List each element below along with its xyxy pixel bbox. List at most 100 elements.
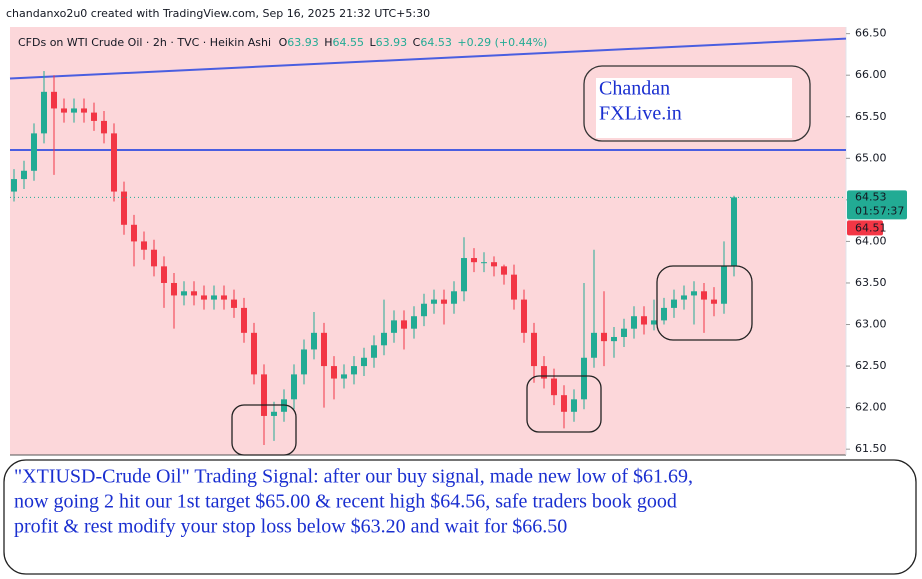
body <box>591 332 597 358</box>
body <box>491 262 497 267</box>
signal-box <box>3 459 917 575</box>
header: chandanxo2u0 created with TradingView.co… <box>6 7 430 20</box>
body <box>621 328 627 337</box>
last-price-box <box>847 190 907 220</box>
body <box>161 266 167 283</box>
body <box>411 316 417 329</box>
watermark-line: FXLive.in <box>599 103 682 125</box>
body <box>231 299 237 308</box>
body <box>451 291 457 304</box>
price-axis: 61.5062.0062.5063.0063.5064.0064.5065.00… <box>846 27 907 455</box>
y-tick-label: 61.50 <box>855 442 887 455</box>
body <box>81 108 87 113</box>
body <box>201 295 207 300</box>
body <box>91 112 97 121</box>
body <box>661 307 667 321</box>
y-tick-label: 65.00 <box>855 151 887 164</box>
body <box>501 266 507 275</box>
body <box>551 378 557 396</box>
body <box>71 108 77 113</box>
signal-line: "XTIUSD-Crude Oil" Trading Signal: after… <box>14 466 693 488</box>
body <box>61 108 67 113</box>
watermark-box <box>596 78 792 138</box>
legend-h-label: H <box>324 36 332 49</box>
highlight-box <box>656 265 753 341</box>
body <box>311 332 317 350</box>
y-tick-label: 62.00 <box>855 401 887 414</box>
body <box>541 366 547 379</box>
body <box>611 336 617 342</box>
body <box>101 120 107 134</box>
body <box>701 291 707 300</box>
body <box>371 345 377 358</box>
body <box>121 191 127 225</box>
body <box>151 249 157 267</box>
bid-price-box <box>847 220 883 236</box>
y-tick-label: 66.00 <box>855 68 887 81</box>
body <box>641 316 647 325</box>
bid-price-label: 64.51 <box>855 221 887 234</box>
legend-l-label: L <box>370 36 377 49</box>
body <box>11 179 17 192</box>
body <box>421 303 427 317</box>
body <box>351 366 357 375</box>
signal-line: profit & rest modify your stop loss belo… <box>14 516 567 538</box>
body <box>341 374 347 379</box>
body <box>511 274 517 300</box>
candles <box>9 37 847 446</box>
countdown-label: 01:57:37 <box>855 204 904 217</box>
body <box>211 295 217 300</box>
body <box>301 349 307 375</box>
body <box>721 266 727 304</box>
body <box>711 299 717 304</box>
body <box>601 332 607 342</box>
body <box>471 258 477 263</box>
body <box>441 299 447 304</box>
legend-c-label: C <box>413 36 421 49</box>
body <box>571 399 577 412</box>
legend-o: 63.93 <box>287 36 319 49</box>
highlight-box <box>231 404 297 456</box>
body <box>681 295 687 300</box>
body <box>431 299 437 304</box>
body <box>521 299 527 333</box>
y-tick-label: 62.50 <box>855 359 887 372</box>
body <box>461 258 467 292</box>
body <box>381 332 387 346</box>
body <box>261 374 267 416</box>
body <box>111 133 117 192</box>
body <box>171 282 177 296</box>
legend-symbol: CFDs on WTI Crude Oil · 2h · TVC · Heiki… <box>18 36 271 49</box>
body <box>561 395 567 412</box>
legend-l: 63.93 <box>376 36 408 49</box>
legend-o-label: O <box>279 36 288 49</box>
signal-line: now going 2 hit our 1st target $65.00 & … <box>14 491 677 513</box>
legend-h: 64.55 <box>333 36 365 49</box>
body <box>41 91 47 134</box>
body <box>141 241 147 250</box>
body <box>181 291 187 296</box>
body <box>321 332 327 367</box>
trend-line <box>9 37 847 80</box>
legend-change: +0.29 (+0.44%) <box>457 36 547 49</box>
body <box>481 262 487 264</box>
body <box>191 291 197 296</box>
watermark-frame <box>583 65 811 142</box>
body <box>401 320 407 329</box>
body <box>391 320 397 333</box>
y-tick-label: 64.00 <box>855 234 887 247</box>
body <box>731 197 737 267</box>
legend: CFDs on WTI Crude Oil · 2h · TVC · Heiki… <box>18 36 547 49</box>
body <box>51 91 57 109</box>
y-tick-label: 63.00 <box>855 318 887 331</box>
body <box>271 411 277 416</box>
body <box>331 366 337 379</box>
body <box>531 332 537 367</box>
watermark-line: Chandan <box>599 78 670 100</box>
y-tick-label: 66.50 <box>855 27 887 40</box>
y-tick-label: 63.50 <box>855 276 887 289</box>
body <box>671 299 677 308</box>
legend-c: 64.53 <box>420 36 452 49</box>
body <box>631 316 637 329</box>
